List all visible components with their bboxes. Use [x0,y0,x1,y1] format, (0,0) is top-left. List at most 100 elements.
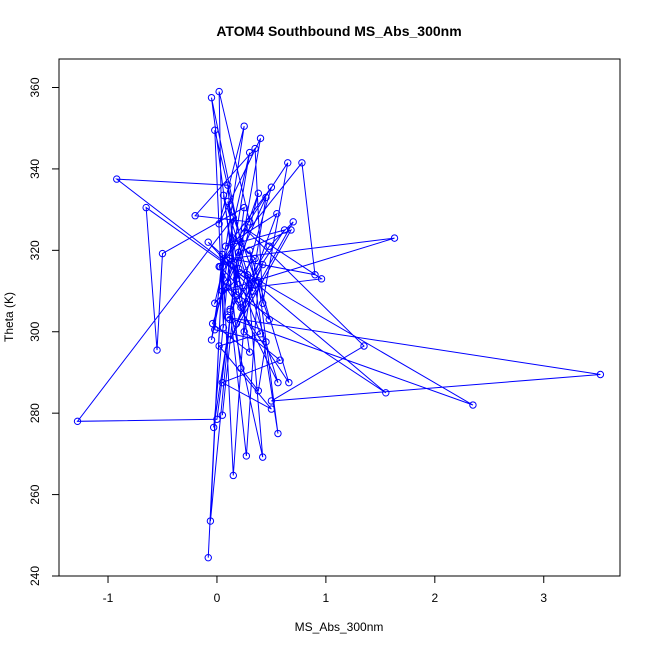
y-tick-label: 260 [28,484,42,504]
chart-title: ATOM4 Southbound MS_Abs_300nm [216,23,461,39]
data-point [240,328,248,336]
data-point [259,453,267,461]
data-point [216,262,224,271]
data-point [224,256,232,265]
data-point [215,87,223,96]
data-point [273,209,281,218]
data-point [221,242,230,250]
data-point [226,336,234,344]
data-point [265,315,273,324]
x-tick-label: -1 [103,591,114,605]
y-tick-label: 360 [28,77,42,97]
data-point [208,319,217,328]
data-point [158,249,167,258]
data-point [237,303,245,312]
data-point [229,471,237,480]
data-point [596,370,605,379]
y-tick-label: 320 [28,240,42,260]
data-point [289,218,297,226]
data-point [254,189,263,198]
y-axis-label: Theta (K) [2,292,16,342]
data-point [245,148,254,157]
data-point [254,277,263,285]
data-point [274,429,282,438]
data-point [211,299,219,307]
plot-area-frame [58,58,621,577]
data-point [390,234,399,242]
data-point [218,250,227,259]
data-point [224,197,232,206]
data-point [206,517,215,525]
data-point [245,246,254,255]
data-point [235,295,243,303]
data-point [209,423,218,432]
series-line [76,91,601,558]
data-point [274,378,282,387]
data-point [218,411,227,419]
data-point [204,238,212,246]
x-tick-label: 1 [323,591,330,605]
data-point [298,159,306,167]
data-point [256,330,265,338]
data-point [73,417,82,426]
data-point [251,144,259,153]
y-tick-label: 280 [28,403,42,423]
data-point [229,234,237,242]
data-point [215,342,223,350]
x-tick-label: 2 [431,591,438,605]
data-point [267,397,276,405]
data-point [469,401,477,409]
data-point [360,342,368,350]
data-point [226,315,234,324]
data-point [251,254,259,263]
data-point [207,336,216,344]
data-point [285,378,293,387]
data-point [287,226,295,234]
data-point [259,299,267,307]
data-point [240,224,248,232]
x-axis-label: MS_Abs_300nm [295,620,384,634]
data-point [113,175,121,183]
data-point [245,348,254,356]
data-point [240,203,248,212]
y-tick-label: 240 [28,566,42,586]
data-point [191,212,199,220]
data-point [229,214,237,222]
data-point [267,405,276,413]
data-point [215,220,223,228]
data-point [224,279,232,287]
data-point [317,275,326,283]
data-point [204,553,212,562]
data-point [226,305,234,314]
data-point [276,356,284,364]
data-point [256,134,265,143]
data-point [153,346,161,354]
data-point [224,181,232,189]
data-point [221,283,230,291]
data-point [242,452,251,460]
data-point [382,389,390,397]
data-point [237,238,245,246]
data-point [245,218,254,226]
data-point [213,415,221,423]
data-point [248,279,256,287]
data-point [218,262,227,271]
data-point [142,203,150,212]
data-point [265,242,273,250]
data-point [254,387,263,395]
data-point [226,254,234,263]
data-point [267,183,276,191]
y-tick-label: 340 [28,159,42,179]
data-point [284,159,292,167]
y-tick-label: 300 [28,321,42,341]
x-tick-label: 3 [540,591,547,605]
data-point [240,122,248,130]
data-point [243,271,252,279]
x-tick-label: 0 [214,591,221,605]
data-point [232,291,241,299]
data-point [262,193,270,202]
data-point [226,307,234,316]
data-point [211,126,219,134]
axes-layer: -1 0 1 2 3 240 260 280 300 320 340 360 [28,77,547,605]
